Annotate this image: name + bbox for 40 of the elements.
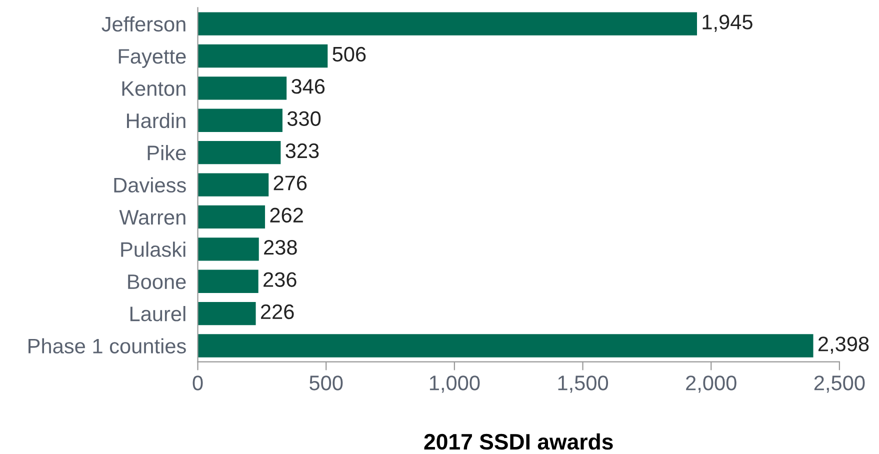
- data-label: 330: [287, 111, 321, 126]
- data-label: 226: [260, 304, 294, 320]
- data-label: 2,398: [818, 336, 869, 354]
- bar: [198, 76, 287, 100]
- data-label: 506: [332, 46, 366, 62]
- x-axis-title: 2017 SSDI awards: [424, 433, 613, 450]
- bar: [198, 44, 328, 68]
- x-tick-label: 1,500: [558, 376, 608, 393]
- x-tick-label: 2,000: [686, 376, 736, 393]
- y-tick-label: Pulaski: [121, 242, 186, 257]
- data-label: 346: [292, 79, 325, 94]
- bar: [198, 108, 282, 132]
- y-tick-label: Fayette: [118, 49, 186, 68]
- y-tick-label: Boone: [128, 274, 186, 290]
- bar: [198, 12, 697, 36]
- x-tick-label: 500: [310, 376, 343, 390]
- bar: [198, 302, 256, 326]
- y-tick-label: Phase 1 counties: [28, 338, 186, 354]
- bar: [198, 205, 266, 229]
- y-tick-label: Warren: [119, 210, 186, 225]
- y-tick-label: Pike: [148, 145, 186, 160]
- y-tick-label: Hardin: [127, 112, 186, 128]
- bar: [198, 270, 258, 293]
- y-tick-label: Kenton: [122, 81, 186, 96]
- y-tick-label: Daviess: [114, 177, 186, 193]
- y-tick-label: Laurel: [130, 306, 186, 322]
- x-tick-label: 1,000: [430, 376, 480, 393]
- data-label: 276: [274, 176, 307, 190]
- x-tick-label: 0: [192, 376, 203, 390]
- y-tick-label: Jefferson: [102, 16, 186, 32]
- bar: [198, 140, 281, 164]
- bar: [198, 238, 259, 261]
- data-label: 262: [270, 208, 303, 223]
- data-label: 1,945: [702, 14, 752, 32]
- data-label: 323: [286, 143, 319, 158]
- data-label: 236: [264, 272, 296, 287]
- data-label: 238: [264, 240, 297, 255]
- x-tick-label: 2,500: [814, 376, 865, 393]
- bar: [198, 334, 814, 358]
- bar: [198, 173, 269, 196]
